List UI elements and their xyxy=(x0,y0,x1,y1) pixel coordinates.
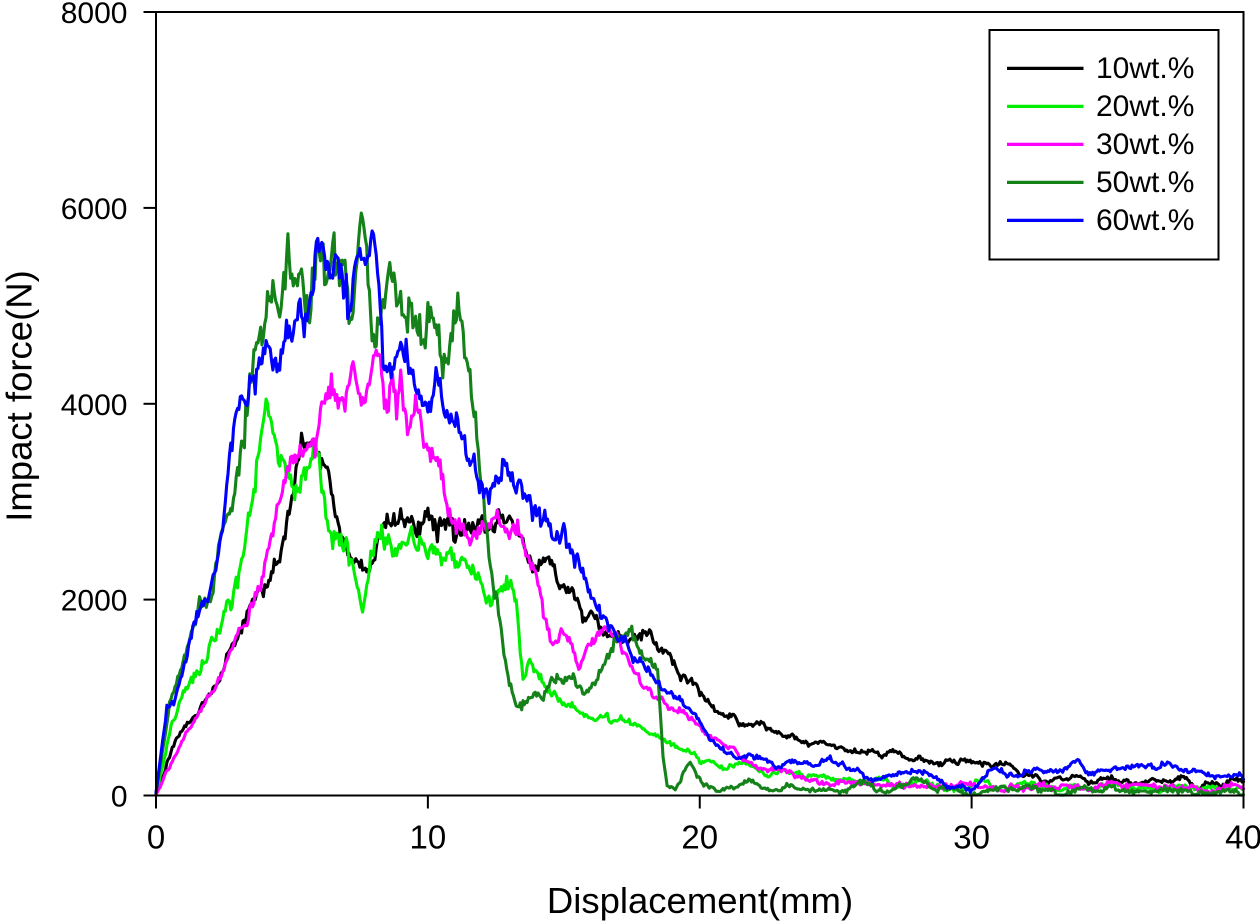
svg-text:8000: 8000 xyxy=(61,0,128,30)
svg-text:10: 10 xyxy=(410,819,447,856)
svg-text:10wt.%: 10wt.% xyxy=(1096,52,1194,85)
svg-text:60wt.%: 60wt.% xyxy=(1096,204,1194,237)
svg-text:20wt.%: 20wt.% xyxy=(1096,90,1194,123)
svg-text:0: 0 xyxy=(111,781,128,814)
svg-text:0: 0 xyxy=(147,819,165,856)
svg-text:30: 30 xyxy=(953,819,990,856)
svg-text:2000: 2000 xyxy=(61,585,128,618)
svg-text:50wt.%: 50wt.% xyxy=(1096,166,1194,199)
svg-text:20: 20 xyxy=(681,819,718,856)
svg-text:4000: 4000 xyxy=(61,389,128,422)
svg-text:Impact force(N): Impact force(N) xyxy=(0,270,40,522)
svg-text:30wt.%: 30wt.% xyxy=(1096,128,1194,161)
svg-text:6000: 6000 xyxy=(61,193,128,226)
svg-text:Displacement(mm): Displacement(mm) xyxy=(547,880,853,921)
svg-text:40: 40 xyxy=(1225,819,1260,856)
